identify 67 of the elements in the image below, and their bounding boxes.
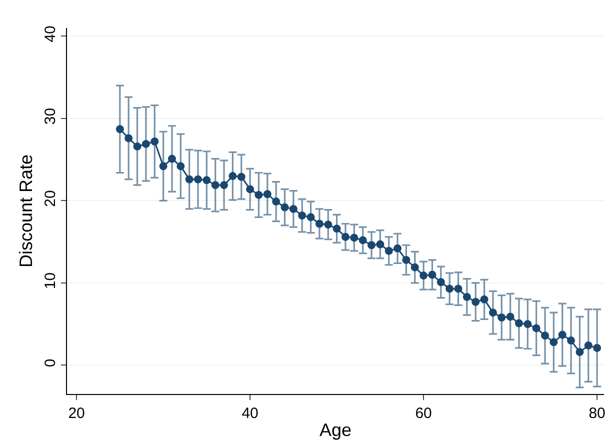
point xyxy=(332,224,341,233)
point xyxy=(150,138,159,146)
y-tick-label: 40 xyxy=(42,26,59,42)
point xyxy=(211,181,220,190)
point xyxy=(376,240,384,248)
point xyxy=(524,320,532,328)
point xyxy=(402,256,410,264)
point xyxy=(368,241,376,250)
point xyxy=(428,270,436,279)
point xyxy=(306,213,315,222)
x-axis-title: Age xyxy=(319,420,352,440)
point xyxy=(480,295,488,304)
x-tick-label: 60 xyxy=(415,405,432,422)
point xyxy=(272,198,280,206)
point xyxy=(498,314,506,322)
point xyxy=(462,292,471,301)
point xyxy=(202,176,211,184)
point xyxy=(168,154,176,163)
point xyxy=(185,175,194,184)
point xyxy=(593,344,602,352)
point xyxy=(133,142,142,150)
point xyxy=(254,190,263,199)
y-tick-label: 20 xyxy=(42,190,59,207)
point xyxy=(472,298,480,306)
point xyxy=(237,172,246,181)
y-tick-label: 0 xyxy=(42,358,59,368)
point xyxy=(394,244,402,252)
point xyxy=(541,332,550,340)
y-tick-label: 10 xyxy=(42,272,59,290)
point xyxy=(532,324,540,332)
point xyxy=(116,125,124,134)
point xyxy=(576,348,584,356)
point xyxy=(454,284,462,293)
point xyxy=(358,236,367,244)
point xyxy=(159,162,168,170)
point xyxy=(220,181,228,190)
point xyxy=(176,162,185,170)
y-tick-label: 30 xyxy=(42,108,59,125)
point xyxy=(124,134,133,142)
point xyxy=(263,190,272,198)
point xyxy=(280,203,289,212)
point xyxy=(384,246,393,255)
point xyxy=(341,232,350,241)
point xyxy=(246,185,254,194)
point xyxy=(350,234,358,242)
point xyxy=(142,140,150,148)
point xyxy=(584,341,592,350)
point xyxy=(324,220,332,229)
point xyxy=(315,220,324,228)
point xyxy=(558,330,566,339)
x-tick-label: 80 xyxy=(588,405,606,422)
point xyxy=(194,175,202,184)
point xyxy=(228,172,237,180)
point xyxy=(567,336,576,345)
y-axis-title: Discount Rate xyxy=(16,154,36,268)
x-tick-label: 20 xyxy=(68,405,85,422)
point xyxy=(514,319,523,328)
point xyxy=(289,204,298,213)
point xyxy=(436,278,445,286)
point xyxy=(550,338,558,346)
x-tick-label: 40 xyxy=(242,405,258,422)
point xyxy=(420,272,428,280)
point xyxy=(410,263,419,272)
point xyxy=(298,212,306,220)
point xyxy=(506,312,514,321)
point xyxy=(446,284,454,293)
point xyxy=(488,308,497,317)
